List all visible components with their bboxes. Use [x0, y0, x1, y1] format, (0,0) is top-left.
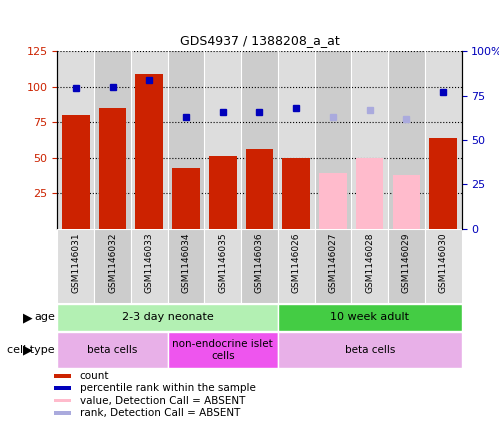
Bar [278, 304, 462, 331]
Text: GSM1146030: GSM1146030 [439, 233, 448, 293]
Bar [314, 51, 351, 229]
Text: beta cells: beta cells [87, 345, 138, 355]
Bar [168, 51, 205, 229]
Bar [278, 229, 314, 303]
Text: beta cells: beta cells [344, 345, 395, 355]
Bar [94, 229, 131, 303]
Text: count: count [80, 371, 109, 381]
Bar [168, 229, 205, 303]
Bar [388, 51, 425, 229]
Bar [241, 51, 278, 229]
Bar [99, 108, 126, 229]
Bar [241, 229, 278, 303]
Bar [278, 51, 314, 229]
Bar [209, 157, 237, 229]
Bar [393, 175, 420, 229]
Bar [351, 51, 388, 229]
Bar [57, 304, 278, 331]
Bar [430, 138, 457, 229]
Bar [57, 51, 94, 229]
Bar [356, 158, 384, 229]
Text: ▶: ▶ [22, 311, 32, 324]
Bar [54, 374, 71, 378]
Bar [205, 229, 241, 303]
Bar [388, 229, 425, 303]
Bar [282, 158, 310, 229]
Bar [351, 229, 388, 303]
Bar [57, 332, 168, 368]
Text: GSM1146029: GSM1146029 [402, 233, 411, 293]
Bar [135, 74, 163, 229]
Bar [425, 229, 462, 303]
Text: GSM1146036: GSM1146036 [255, 233, 264, 293]
Bar [314, 229, 351, 303]
Bar [131, 229, 168, 303]
Text: GSM1146026: GSM1146026 [292, 233, 301, 293]
Text: GSM1146033: GSM1146033 [145, 233, 154, 293]
Bar [131, 51, 168, 229]
Text: rank, Detection Call = ABSENT: rank, Detection Call = ABSENT [80, 408, 240, 418]
Bar [278, 332, 462, 368]
Bar [62, 115, 89, 229]
Title: GDS4937 / 1388208_a_at: GDS4937 / 1388208_a_at [180, 34, 339, 47]
Text: GSM1146034: GSM1146034 [182, 233, 191, 293]
Bar [54, 387, 71, 390]
Bar [172, 168, 200, 229]
Text: value, Detection Call = ABSENT: value, Detection Call = ABSENT [80, 396, 245, 406]
Bar [54, 398, 71, 402]
Bar [168, 332, 278, 368]
Text: ▶: ▶ [22, 343, 32, 357]
Text: 2-3 day neonate: 2-3 day neonate [122, 313, 214, 322]
Text: cell type: cell type [7, 345, 55, 355]
Text: GSM1146028: GSM1146028 [365, 233, 374, 293]
Text: GSM1146032: GSM1146032 [108, 233, 117, 293]
Text: percentile rank within the sample: percentile rank within the sample [80, 383, 255, 393]
Text: non-endocrine islet
cells: non-endocrine islet cells [172, 339, 273, 361]
Bar [319, 173, 347, 229]
Text: 10 week adult: 10 week adult [330, 313, 409, 322]
Bar [205, 51, 241, 229]
Bar [246, 149, 273, 229]
Bar [425, 51, 462, 229]
Text: GSM1146035: GSM1146035 [218, 233, 227, 293]
Text: age: age [34, 313, 55, 322]
Text: GSM1146027: GSM1146027 [328, 233, 337, 293]
Bar [54, 411, 71, 415]
Bar [57, 229, 94, 303]
Bar [94, 51, 131, 229]
Text: GSM1146031: GSM1146031 [71, 233, 80, 293]
